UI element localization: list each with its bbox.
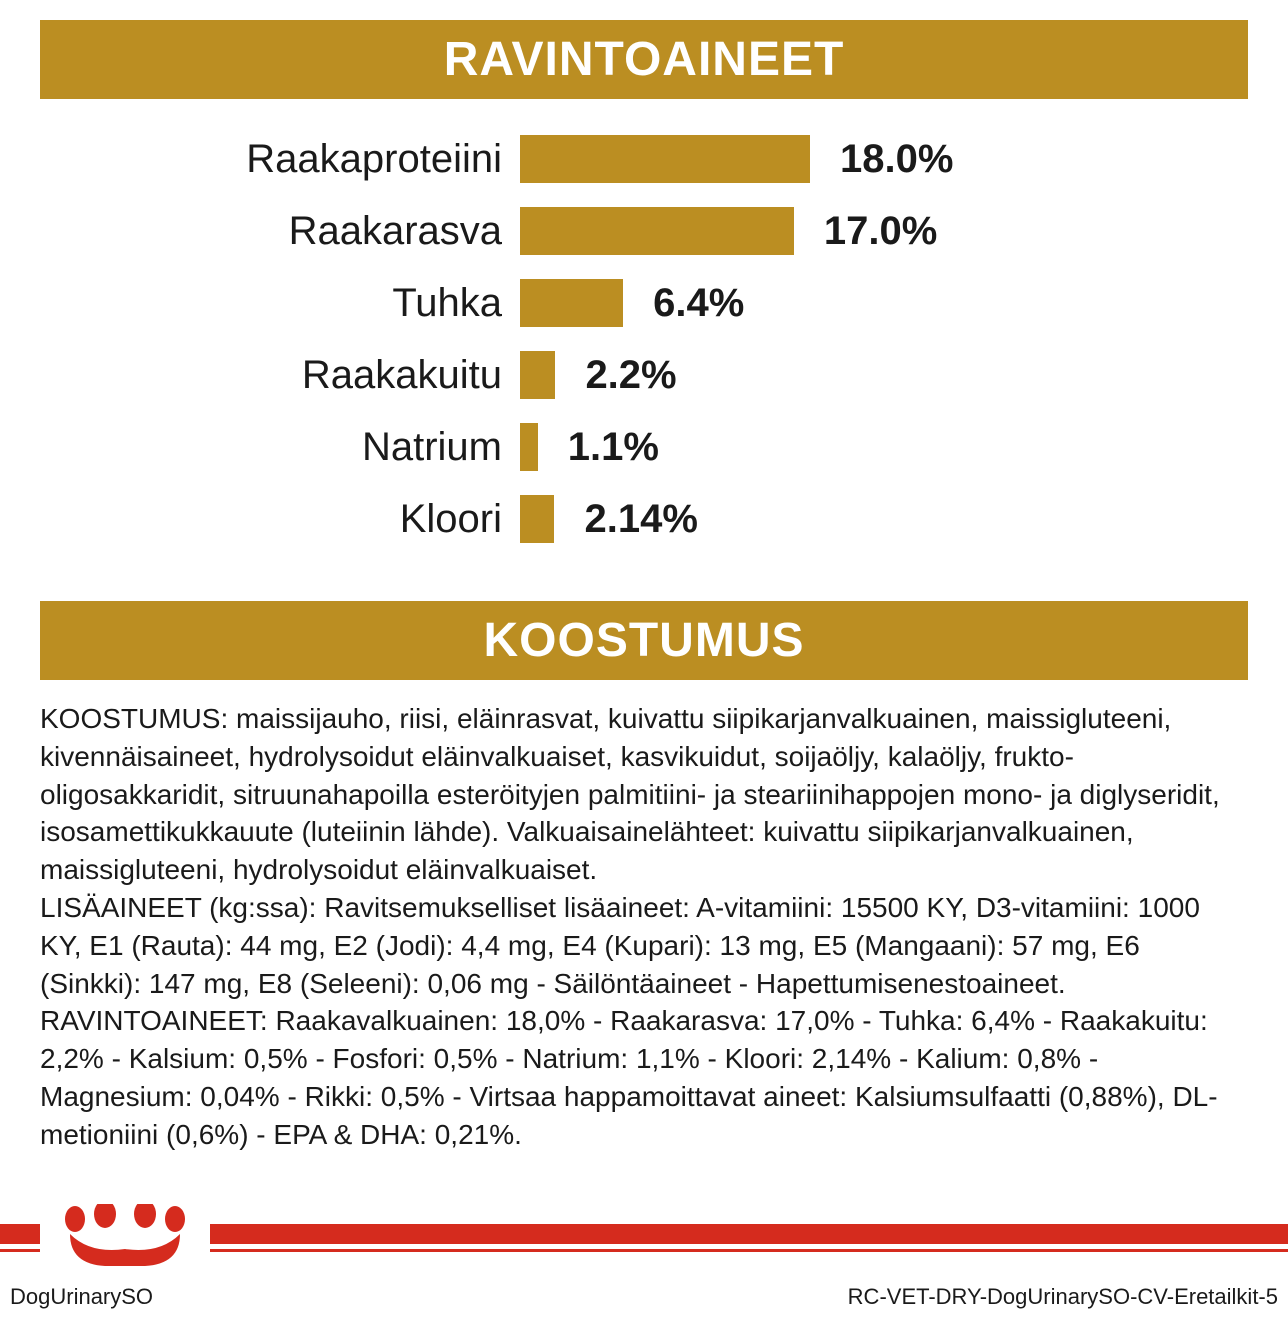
chart-row-label: Kloori — [40, 497, 520, 542]
chart-row-value: 1.1% — [538, 425, 659, 470]
composition-paragraph: LISÄAINEET (kg:ssa): Ravitsemukselliset … — [40, 889, 1248, 1002]
chart-bar-wrap: 1.1% — [520, 423, 1248, 471]
chart-row-value: 2.2% — [555, 353, 676, 398]
chart-row: Natrium 1.1% — [40, 417, 1248, 477]
chart-row-label: Raakaproteiini — [40, 137, 520, 182]
chart-row: Raakarasva 17.0% — [40, 201, 1248, 261]
chart-bar — [520, 351, 555, 399]
composition-text-block: KOOSTUMUS: maissijauho, riisi, eläinrasv… — [0, 680, 1288, 1184]
chart-row-value: 2.14% — [554, 497, 697, 542]
chart-row: Tuhka 6.4% — [40, 273, 1248, 333]
chart-bar-wrap: 6.4% — [520, 279, 1248, 327]
chart-bar-wrap: 17.0% — [520, 207, 1248, 255]
composition-paragraph: RAVINTOAINEET: Raakavalkuainen: 18,0% - … — [40, 1002, 1248, 1153]
chart-bar-wrap: 2.2% — [520, 351, 1248, 399]
chart-row: Raakakuitu 2.2% — [40, 345, 1248, 405]
composition-paragraph: KOOSTUMUS: maissijauho, riisi, eläinrasv… — [40, 700, 1248, 889]
nutrients-chart: Raakaproteiini 18.0% Raakarasva 17.0% Tuhka 6… — [0, 99, 1288, 601]
crown-logo-wrap — [40, 1194, 210, 1284]
chart-row-label: Tuhka — [40, 281, 520, 326]
footer-left-label: DogUrinarySO — [10, 1284, 153, 1310]
footer-right-label: RC-VET-DRY-DogUrinarySO-CV-Eretailkit-5 — [848, 1284, 1278, 1310]
chart-row-label: Raakakuitu — [40, 353, 520, 398]
chart-bar-wrap: 18.0% — [520, 135, 1248, 183]
chart-row-label: Raakarasva — [40, 209, 520, 254]
chart-row-label: Natrium — [40, 425, 520, 470]
composition-header: KOOSTUMUS — [40, 601, 1248, 680]
chart-row-value: 17.0% — [794, 209, 937, 254]
nutrients-header: RAVINTOAINEET — [40, 20, 1248, 99]
chart-bar — [520, 495, 554, 543]
footer-labels: DogUrinarySO RC-VET-DRY-DogUrinarySO-CV-… — [0, 1284, 1288, 1320]
chart-row-value: 6.4% — [623, 281, 744, 326]
chart-row: Raakaproteiini 18.0% — [40, 129, 1248, 189]
chart-bar — [520, 135, 810, 183]
chart-bar — [520, 207, 794, 255]
chart-row: Kloori 2.14% — [40, 489, 1248, 549]
chart-bar-wrap: 2.14% — [520, 495, 1248, 543]
chart-bar — [520, 423, 538, 471]
crown-icon — [60, 1204, 190, 1274]
chart-bar — [520, 279, 623, 327]
page-container: RAVINTOAINEET Raakaproteiini 18.0% Raakara… — [0, 0, 1288, 1320]
brand-stripe — [0, 1194, 1288, 1284]
chart-row-value: 18.0% — [810, 137, 953, 182]
